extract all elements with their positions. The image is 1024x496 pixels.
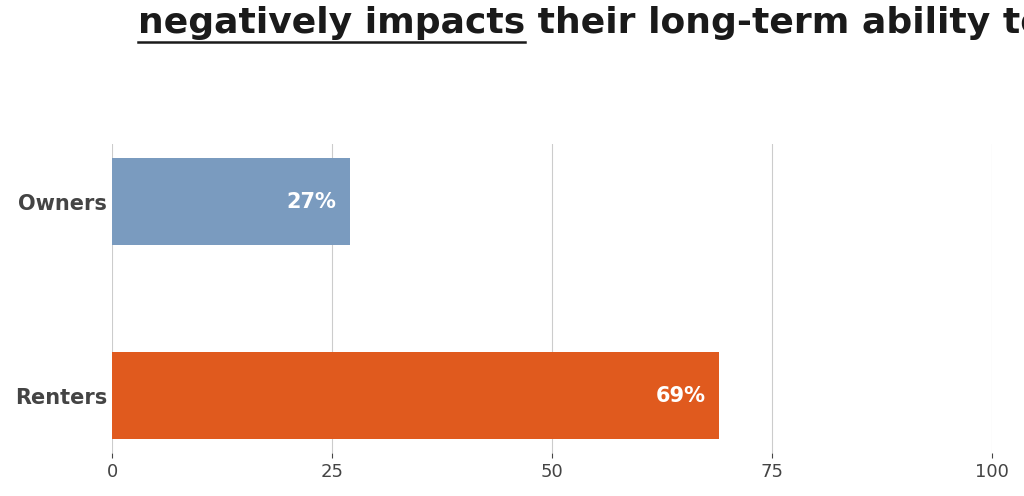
Text: negatively impacts: negatively impacts — [137, 5, 524, 40]
Text: 69%: 69% — [656, 385, 707, 406]
Bar — [112, 352, 719, 439]
Bar — [112, 158, 350, 246]
Text: 27%: 27% — [287, 191, 337, 212]
Text: their long-term ability to stay at BUSD: their long-term ability to stay at BUSD — [524, 5, 1024, 40]
